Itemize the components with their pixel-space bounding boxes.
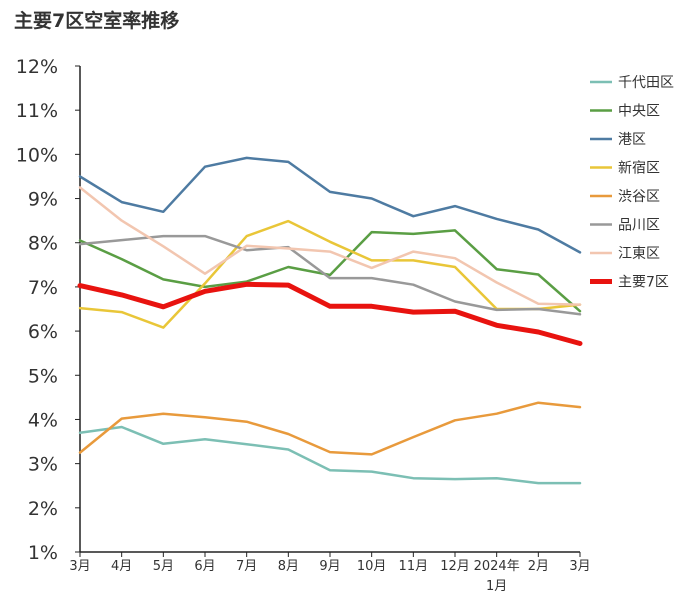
series-line (78, 401, 582, 456)
y-tick-label: 12% (16, 56, 58, 78)
x-tick-label: 5月 (153, 559, 174, 574)
chart-title: 主要7区空室率推移 (14, 10, 180, 32)
legend-label: 千代田区 (618, 75, 674, 91)
series-line (78, 156, 582, 254)
x-tick-label: 6月 (194, 559, 215, 574)
legend-label: 江東区 (618, 246, 660, 262)
legend-label: 新宿区 (618, 160, 660, 177)
legend-label: 主要7区 (618, 275, 669, 291)
y-tick-label: 5% (28, 365, 58, 387)
series-line (78, 186, 582, 306)
x-tick-label: 3月 (69, 559, 90, 574)
legend-label: 中央区 (618, 104, 660, 120)
series-line (78, 425, 582, 485)
x-tick-label: 11月 (399, 559, 429, 574)
x-tick-label: 4月 (111, 559, 132, 574)
y-tick-label: 2% (28, 498, 58, 520)
x-tick-label: 7月 (236, 559, 257, 574)
x-tick-label: 2月 (528, 559, 549, 574)
y-tick-label: 1% (28, 542, 58, 564)
series-line (77, 281, 583, 346)
y-tick-label: 3% (28, 454, 58, 476)
legend-label: 港区 (618, 132, 646, 148)
x-tick-label: 12月 (440, 559, 470, 574)
x-tick-label: 8月 (278, 559, 299, 574)
x-tick-label: 9月 (319, 559, 340, 574)
y-tick-label: 8% (28, 233, 58, 255)
series-line (78, 229, 582, 313)
legend-label: 品川区 (618, 218, 660, 234)
series-line (78, 234, 582, 316)
legend-label: 渋谷区 (618, 189, 660, 205)
y-tick-label: 10% (16, 144, 58, 166)
x-tick-label: 10月 (357, 559, 387, 574)
y-tick-label: 6% (28, 321, 58, 343)
y-tick-label: 7% (28, 277, 58, 299)
x-tick-label: 3月 (569, 559, 590, 574)
y-tick-label: 4% (28, 409, 58, 431)
y-tick-label: 11% (16, 100, 58, 122)
x-tick-label: 2024年 1月 (474, 559, 520, 594)
y-tick-label: 9% (28, 189, 58, 211)
